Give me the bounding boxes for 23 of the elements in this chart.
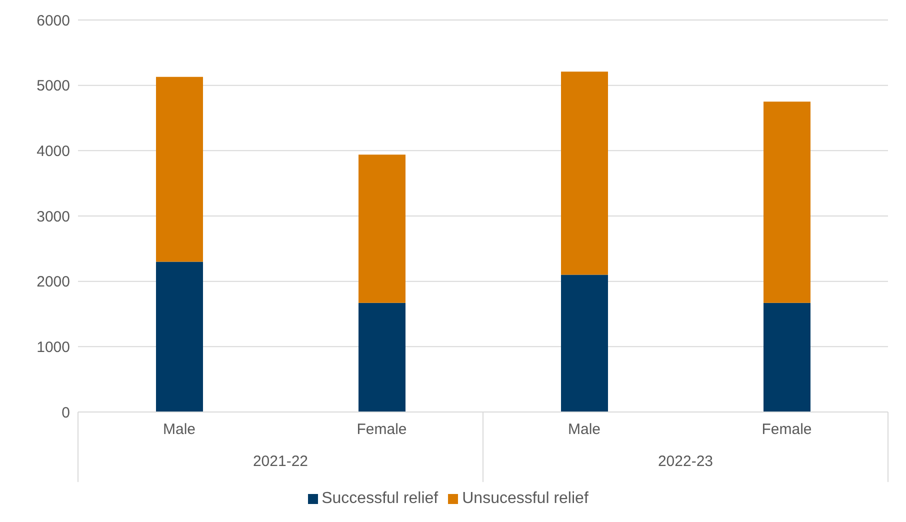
bar (561, 72, 608, 275)
legend-label: Successful relief (322, 490, 438, 507)
x-tick-label: Male (568, 421, 601, 438)
y-tick-label: 5000 (36, 78, 70, 95)
bar (358, 154, 406, 303)
y-tick-label: 6000 (36, 12, 70, 30)
bar (561, 274, 608, 412)
y-tick-label: 2000 (36, 274, 70, 291)
x-tick-label: Male (162, 421, 196, 438)
y-tick-label: 0 (62, 404, 70, 422)
bar (156, 76, 203, 262)
bar (358, 302, 406, 412)
legend-label: Unsucessful relief (462, 490, 588, 507)
bar (764, 302, 810, 412)
y-tick-label: 3000 (36, 208, 70, 226)
x-tick-label: Female (356, 421, 407, 438)
y-tick-label: 1000 (36, 338, 70, 356)
bar (156, 262, 203, 412)
y-tick-label: 4000 (36, 142, 70, 160)
bar (764, 102, 810, 303)
x-tick-label: Female (762, 421, 812, 438)
text: 2021-22 (252, 453, 308, 470)
text: 2022-23 (658, 453, 714, 470)
